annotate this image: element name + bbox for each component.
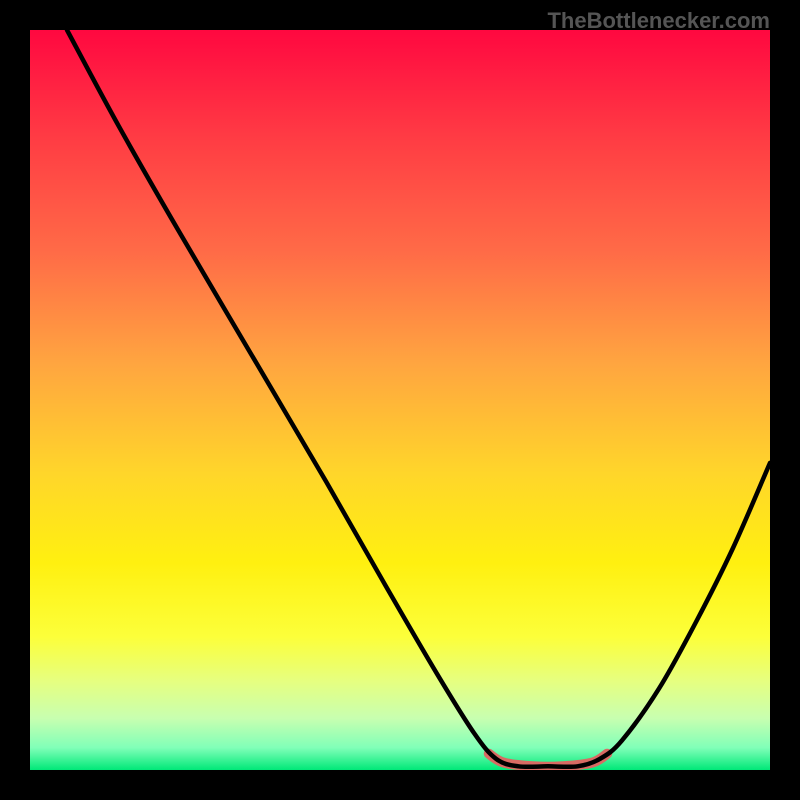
bottleneck-curve <box>67 30 770 767</box>
curves-layer <box>30 30 770 770</box>
watermark-text: TheBottlenecker.com <box>547 8 770 34</box>
plot-area <box>30 30 770 770</box>
chart-container: TheBottlenecker.com <box>0 0 800 800</box>
